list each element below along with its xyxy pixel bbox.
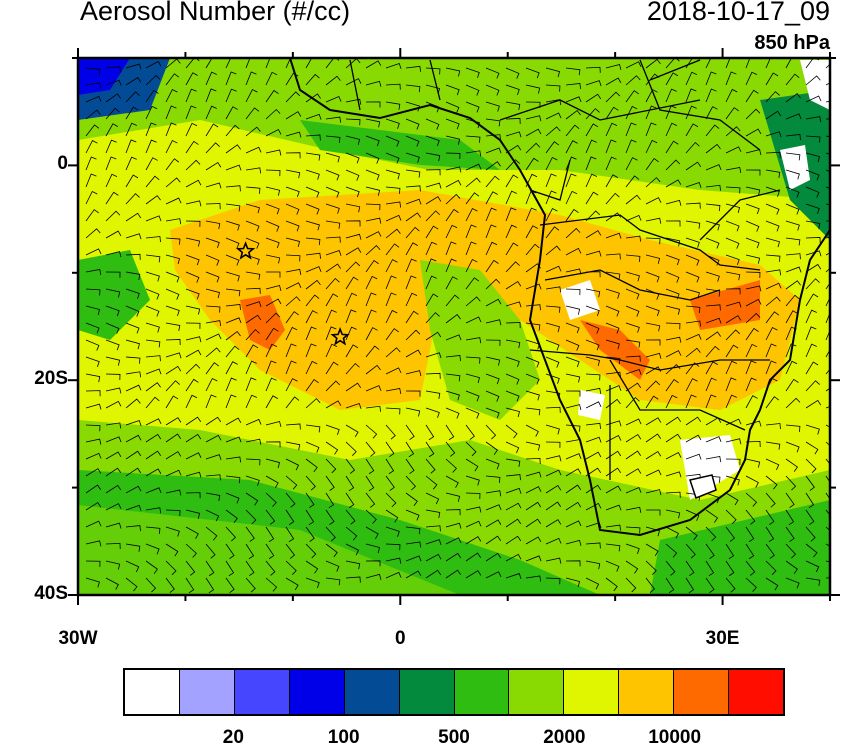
africa-coastline bbox=[289, 58, 830, 537]
colorbar-swatch bbox=[179, 670, 235, 714]
axis-ticks bbox=[68, 48, 840, 605]
x-tick-label: 0 bbox=[394, 628, 406, 649]
x-tick-label: 30E bbox=[705, 628, 740, 649]
datetime-label: 2018-10-17_09 bbox=[646, 0, 830, 26]
site-star-marker bbox=[235, 241, 256, 260]
colorbar-swatch bbox=[619, 670, 675, 714]
colorbar-swatch bbox=[674, 670, 730, 714]
colorbar-label: 100 bbox=[327, 727, 360, 748]
colorbar-swatch bbox=[454, 670, 510, 714]
wind-barbs bbox=[85, 58, 830, 594]
colorbar-label: 10000 bbox=[648, 727, 702, 748]
map-title: Aerosol Number (#/cc) bbox=[80, 0, 351, 26]
markers bbox=[235, 241, 350, 346]
colorbar-label: 2000 bbox=[543, 727, 586, 748]
pressure-level-label: 850 hPa bbox=[754, 32, 830, 54]
colorbar-label: 20 bbox=[222, 727, 244, 748]
colorbar-swatch bbox=[125, 670, 180, 714]
colorbar-swatch bbox=[399, 670, 455, 714]
colorbar-swatch bbox=[509, 670, 565, 714]
colorbar-swatch bbox=[289, 670, 345, 714]
colorbar bbox=[123, 668, 785, 716]
colorbar-swatch bbox=[564, 670, 620, 714]
map-frame bbox=[76, 56, 832, 597]
y-tick-label: 40S bbox=[34, 583, 68, 604]
x-tick-label: 30W bbox=[58, 628, 98, 649]
lesotho-border bbox=[689, 474, 717, 499]
y-tick-label: 0 bbox=[57, 153, 68, 175]
site-star-marker bbox=[330, 327, 350, 346]
colorbar-swatch bbox=[344, 670, 400, 714]
colorbar-label: 500 bbox=[438, 727, 470, 748]
country-borders bbox=[349, 59, 781, 480]
y-tick-label: 20S bbox=[34, 368, 68, 390]
colorbar-swatch bbox=[234, 670, 290, 714]
colorbar-swatch bbox=[729, 670, 784, 714]
